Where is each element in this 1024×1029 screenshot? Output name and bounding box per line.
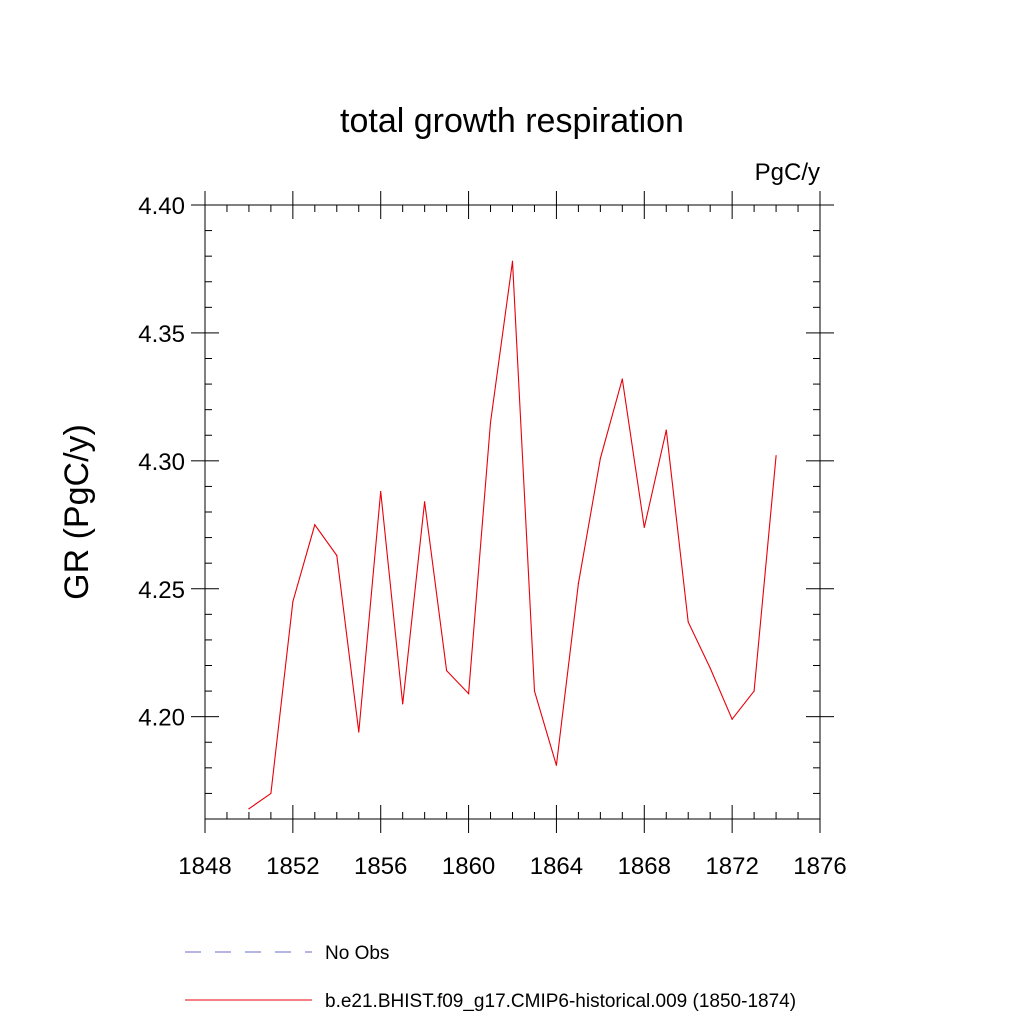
series-line-0 — [248, 261, 777, 810]
data-point — [511, 260, 514, 262]
data-point — [402, 703, 404, 705]
x-axis-ticks — [204, 191, 821, 833]
y-tick-label: 4.25 — [138, 577, 185, 604]
y-axis-ticks — [191, 204, 834, 820]
x-tick-label: 1856 — [354, 853, 407, 880]
data-point — [336, 554, 338, 557]
data-point — [577, 583, 579, 585]
data-point — [467, 693, 470, 695]
units-label: PgC/y — [755, 159, 820, 186]
data-point — [424, 501, 426, 503]
data-point — [446, 670, 448, 672]
x-tick-label: 1860 — [442, 853, 495, 880]
data-point — [489, 421, 492, 424]
x-tick-label: 1852 — [266, 853, 319, 880]
data-point — [380, 490, 382, 493]
data-point — [731, 718, 733, 720]
data-point — [621, 378, 623, 380]
x-tick-label: 1848 — [178, 853, 231, 880]
data-point — [292, 600, 294, 603]
y-tick-label: 4.35 — [138, 321, 185, 348]
x-tick-label: 1876 — [793, 853, 846, 880]
x-tick-label: 1864 — [530, 853, 583, 880]
data-point — [314, 524, 316, 526]
y-tick-label: 4.30 — [138, 449, 185, 476]
y-tick-label: 4.40 — [138, 193, 185, 220]
data-point — [709, 667, 711, 669]
data-point — [270, 792, 272, 795]
data-point — [687, 621, 689, 623]
y-tick-label: 4.20 — [138, 705, 185, 732]
y-axis-tick-labels: 4.20 4.25 4.30 4.35 4.40 — [138, 193, 185, 732]
chart-title: total growth respiration — [340, 102, 684, 140]
plot-frame — [204, 204, 821, 820]
data-point — [358, 731, 360, 733]
x-tick-label: 1872 — [705, 853, 758, 880]
data-point — [248, 808, 250, 810]
data-point — [599, 457, 601, 459]
x-tick-label: 1868 — [618, 853, 671, 880]
legend-label-1: b.e21.BHIST.f09_g17.CMIP6-historical.009… — [325, 991, 796, 1012]
y-axis-label: GR (PgC/y) — [58, 424, 96, 600]
x-axis-tick-labels: 1848 1852 1856 1860 1864 1868 1872 1876 — [178, 853, 846, 880]
data-point — [643, 526, 645, 528]
data-point — [753, 690, 755, 692]
data-point — [665, 429, 667, 431]
legend: No Obs b.e21.BHIST.f09_g17.CMIP6-historic… — [185, 943, 796, 1012]
data-point — [555, 764, 558, 766]
legend-label-0: No Obs — [325, 943, 389, 964]
data-point — [775, 455, 777, 457]
data-point — [533, 690, 536, 692]
series-layer — [248, 260, 777, 810]
